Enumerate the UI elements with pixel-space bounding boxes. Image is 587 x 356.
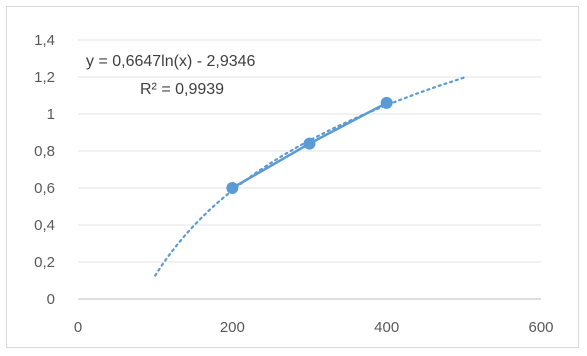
r-squared-label: R² = 0,9939 — [140, 81, 224, 98]
y-tick-label: 0,6 — [34, 180, 55, 197]
trendline — [154, 76, 465, 277]
annotation-group: y = 0,6647ln(x) - 2,9346 R² = 0,9939 — [86, 53, 256, 98]
y-tick-label: 0 — [47, 291, 55, 308]
data-point — [380, 96, 393, 109]
x-tick-label: 0 — [74, 319, 82, 336]
x-tick-label: 400 — [374, 319, 399, 336]
y-axis-tick-labels: 0 0,2 0,4 0,6 0,8 1 1,2 1,4 — [34, 32, 55, 308]
trendline-group — [154, 76, 465, 277]
y-tick-label: 0,4 — [34, 217, 55, 234]
y-tick-label: 1 — [47, 106, 55, 123]
x-axis-tick-labels: 0 200 400 600 — [74, 319, 554, 336]
y-tick-label: 0,2 — [34, 254, 55, 271]
y-tick-label: 0,8 — [34, 143, 55, 160]
data-point — [226, 182, 239, 194]
data-point — [303, 137, 316, 150]
chart-area — [6, 6, 579, 348]
gridlines — [78, 39, 541, 300]
y-tick-label: 1,4 — [34, 32, 55, 49]
equation-label: y = 0,6647ln(x) - 2,9346 — [86, 53, 256, 70]
x-tick-label: 200 — [220, 319, 245, 336]
y-tick-label: 1,2 — [34, 69, 55, 86]
series-group — [226, 96, 393, 194]
x-tick-label: 600 — [528, 319, 553, 336]
